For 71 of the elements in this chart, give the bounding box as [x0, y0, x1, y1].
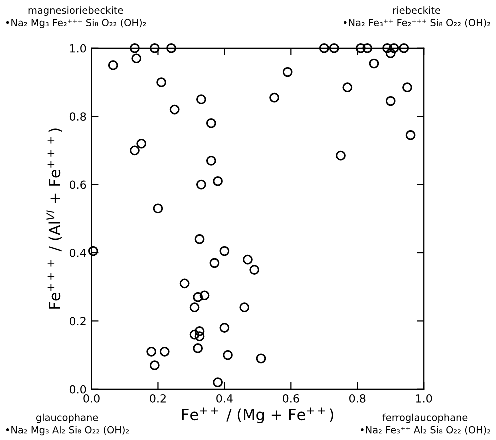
point	[190, 302, 200, 312]
text: riebeckite •Na₂ Fe₃⁺⁺ Fe₂⁺⁺⁺ Si₈ O₂₂ (OH)₂	[344, 6, 490, 28]
point	[170, 104, 180, 115]
point	[342, 82, 353, 93]
y-tick-label: 0.4	[70, 248, 86, 258]
point	[196, 180, 206, 190]
x-tick-label: 0.4	[216, 394, 233, 403]
point	[399, 43, 410, 54]
point	[194, 332, 205, 342]
text: magnesioriebeckite •Na₂ Mg₃ Fe₂⁺⁺⁺ Si₈ O₂₂ (OH)₂	[6, 6, 146, 28]
point	[130, 146, 140, 156]
point	[206, 156, 216, 166]
point	[180, 278, 190, 289]
point	[130, 43, 140, 54]
point	[193, 292, 204, 302]
point	[153, 204, 164, 214]
y-tick-label: 0.2	[70, 317, 86, 326]
point	[156, 78, 166, 88]
text: glaucophane •Na₂ Mg₃ Al₂ Si₈ O₂₂ (OH)₂	[6, 414, 130, 436]
point	[329, 43, 340, 54]
point	[146, 346, 157, 357]
point	[402, 82, 412, 93]
point	[256, 354, 266, 364]
x-tick-label: 0.6	[283, 394, 300, 403]
point	[210, 258, 220, 268]
point	[166, 43, 176, 54]
x-tick-label: 0.8	[350, 394, 366, 403]
point	[386, 48, 396, 58]
y-axis-title: Fe$^{+++}$ / (Al$^{VI}$ + Fe$^{+++}$)	[46, 128, 62, 309]
x-tick-label: 1.0	[416, 394, 432, 403]
y-tick-label: 1.0	[70, 44, 86, 53]
point	[362, 43, 373, 54]
point	[132, 54, 142, 64]
point	[243, 254, 253, 265]
x-axis-title: Fe$^{++}$ / (Mg + Fe$^{++}$)	[182, 408, 334, 424]
point	[389, 43, 400, 54]
point	[386, 96, 396, 106]
point	[240, 302, 250, 312]
point	[136, 138, 147, 149]
x-tick-label: 0.0	[84, 394, 100, 403]
point	[108, 60, 118, 70]
point	[190, 330, 200, 340]
text: ferroglaucophane •Na₂ Fe₃⁺⁺ Al₂ Si₈ O₂₂ (OH)₂	[361, 414, 490, 435]
point	[213, 378, 223, 388]
point	[336, 150, 346, 161]
point	[282, 67, 293, 78]
point	[196, 94, 206, 104]
point	[193, 344, 204, 354]
point	[220, 323, 230, 333]
point	[160, 346, 170, 357]
point	[200, 290, 210, 301]
y-tick-label: 0.0	[70, 385, 86, 394]
point	[150, 360, 160, 370]
point	[194, 326, 205, 336]
point	[406, 130, 416, 140]
x-tick-label: 0.2	[150, 394, 166, 403]
point	[88, 246, 98, 256]
point	[150, 43, 160, 54]
point	[319, 43, 330, 54]
point	[369, 58, 380, 69]
point	[270, 92, 280, 103]
point	[223, 350, 233, 360]
point	[213, 176, 223, 186]
point	[250, 265, 260, 275]
y-tick-label: 0.8	[70, 112, 86, 121]
y-tick-label: 0.6	[70, 180, 86, 190]
point	[194, 234, 205, 244]
point	[220, 246, 230, 256]
point	[382, 43, 392, 54]
point	[206, 118, 216, 128]
point	[356, 43, 366, 54]
